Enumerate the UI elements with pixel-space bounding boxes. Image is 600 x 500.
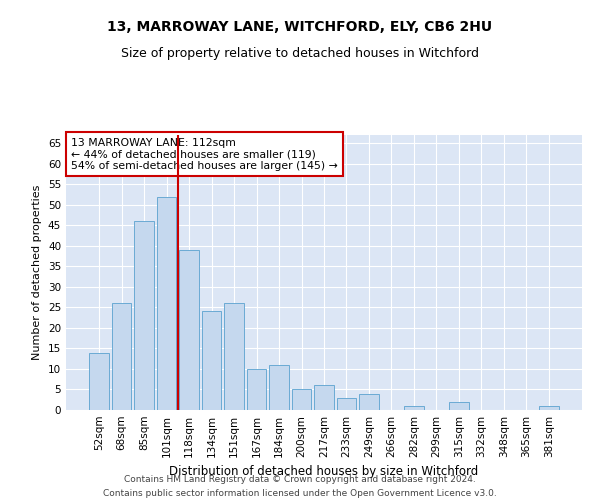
Bar <box>449 402 469 410</box>
Bar <box>337 398 356 410</box>
Bar <box>134 221 154 410</box>
Bar <box>157 196 176 410</box>
Bar <box>202 312 221 410</box>
Bar <box>269 365 289 410</box>
Bar <box>404 406 424 410</box>
Bar <box>359 394 379 410</box>
Text: 13, MARROWAY LANE, WITCHFORD, ELY, CB6 2HU: 13, MARROWAY LANE, WITCHFORD, ELY, CB6 2… <box>107 20 493 34</box>
Bar <box>179 250 199 410</box>
Bar <box>247 369 266 410</box>
Bar <box>292 390 311 410</box>
Text: Size of property relative to detached houses in Witchford: Size of property relative to detached ho… <box>121 48 479 60</box>
Bar <box>112 304 131 410</box>
Bar <box>89 352 109 410</box>
Text: Contains HM Land Registry data © Crown copyright and database right 2024.
Contai: Contains HM Land Registry data © Crown c… <box>103 476 497 498</box>
Text: 13 MARROWAY LANE: 112sqm
← 44% of detached houses are smaller (119)
54% of semi-: 13 MARROWAY LANE: 112sqm ← 44% of detach… <box>71 138 338 171</box>
Y-axis label: Number of detached properties: Number of detached properties <box>32 185 43 360</box>
Bar <box>539 406 559 410</box>
Bar <box>224 304 244 410</box>
Bar <box>314 386 334 410</box>
X-axis label: Distribution of detached houses by size in Witchford: Distribution of detached houses by size … <box>169 466 479 478</box>
